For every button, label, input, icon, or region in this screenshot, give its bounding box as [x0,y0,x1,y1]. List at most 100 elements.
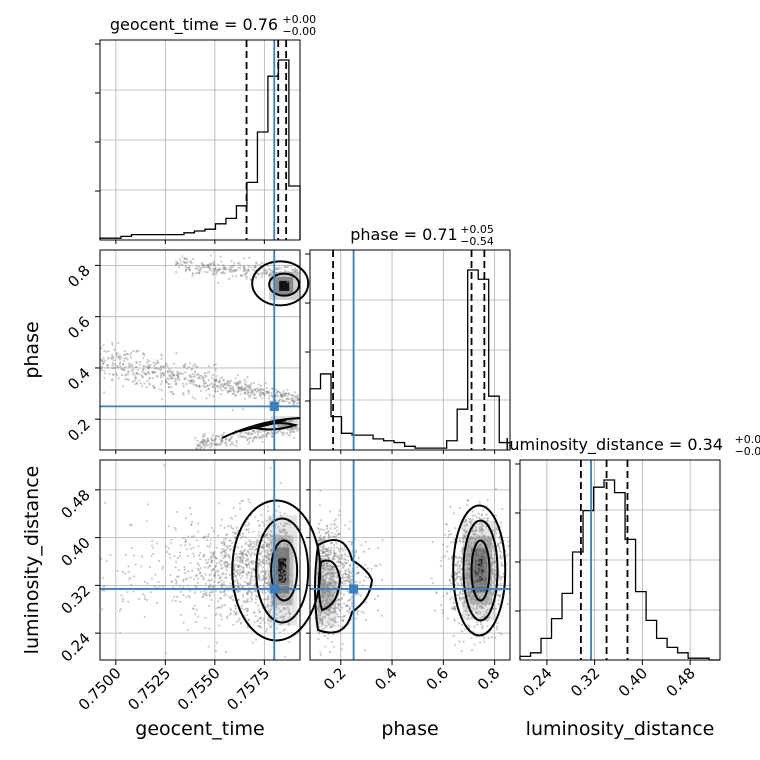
sample-point [287,590,290,593]
sample-point [493,557,496,560]
sample-point [192,383,195,386]
sample-point [481,531,484,535]
sample-point [281,537,284,540]
sample-point [473,539,476,542]
sample-point [488,537,491,540]
truth-marker [269,584,279,594]
sample-point [289,430,292,433]
sample-point [203,535,206,539]
sample-point [246,433,249,436]
sample-point [476,620,479,624]
sample-point [479,572,482,575]
sample-point [202,443,205,446]
sample-point [190,379,193,382]
sample-point [150,544,154,547]
sample-point [200,441,203,444]
sample-point [468,567,471,570]
sample-point [323,564,327,567]
sample-point [331,578,334,582]
sample-point [281,565,284,568]
sample-point [148,383,151,386]
sample-point [243,435,246,438]
sample-point [477,575,480,578]
sample-point [188,594,191,598]
sample-point [259,553,263,556]
sample-point [259,552,262,555]
sample-point [225,569,228,572]
sample-point [160,353,163,356]
sample-point [244,380,247,383]
sample-point [485,567,488,570]
sample-point [276,557,280,560]
sample-point [223,562,226,566]
sample-point [322,543,325,546]
sample-point [207,566,210,569]
sample-point [248,589,251,592]
sample-point [334,533,337,536]
sample-point [206,544,209,548]
sample-point [138,598,141,601]
sample-point [222,268,225,271]
sample-point [228,438,231,441]
sample-point [333,580,336,583]
sample-point [332,575,335,578]
sample-point [253,437,256,440]
sample-point [324,590,327,593]
sample-point [214,378,217,381]
sample-point [167,525,170,528]
sample-point [368,547,371,550]
sample-point [502,572,505,575]
sample-point [282,615,285,618]
x-tick-label: 0.7525 [124,664,174,714]
sample-point [182,393,185,396]
sample-point [322,545,325,548]
sample-point [317,561,320,564]
sample-point [212,568,215,571]
sample-point [329,571,332,574]
sample-point [453,605,456,608]
sample-point [212,568,215,571]
sample-point [258,576,261,579]
sample-point [473,564,476,567]
sample-point [208,564,211,568]
sample-point [319,617,322,621]
sample-point [208,574,211,577]
sample-point [491,593,494,596]
sample-point [492,607,495,611]
sample-point [276,578,279,581]
sample-point [317,621,321,624]
sample-point [253,388,257,391]
sample-point [326,584,329,587]
sample-point [467,582,470,585]
sample-point [327,536,330,540]
sample-point [151,377,155,380]
sample-point [481,566,484,569]
sample-point [491,572,495,575]
sample-point [326,601,330,604]
sample-point [184,543,187,547]
sample-point [345,561,348,565]
sample-point [198,447,202,450]
sample-point [148,360,151,363]
sample-point [264,576,267,580]
sample-point [242,553,245,556]
sample-point [482,583,486,586]
sample-point [268,553,271,556]
sample-point [470,550,473,553]
sample-point [322,599,325,603]
sample-point [324,591,327,594]
x-tick-label: 0.40 [615,664,651,700]
sample-point [491,571,494,574]
sample-point [331,566,334,570]
sample-point [199,567,202,570]
sample-point [107,356,110,360]
sample-point [278,530,281,533]
sample-point [480,602,483,605]
sample-point [327,534,330,537]
sample-point [349,598,352,602]
sample-point [252,429,255,432]
sample-point [128,364,131,368]
sample-point [220,441,223,445]
sample-point [264,534,267,538]
sample-point [467,593,470,596]
